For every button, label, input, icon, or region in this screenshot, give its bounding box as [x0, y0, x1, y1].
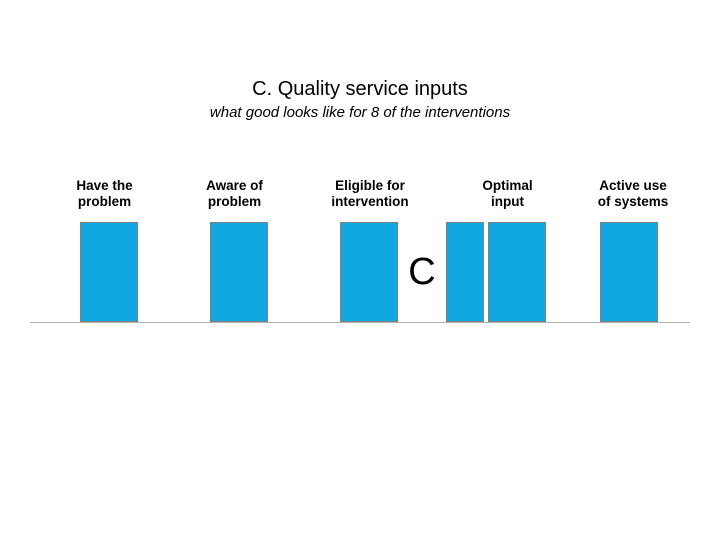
diagram-stage: C. Quality service inputs what good look… — [0, 0, 720, 540]
stage-label: Active use of systems — [578, 178, 688, 209]
bar — [340, 222, 398, 322]
stage-label: Optimal input — [460, 178, 555, 209]
bar — [210, 222, 268, 322]
bars-row: C — [0, 222, 720, 322]
bar — [600, 222, 658, 322]
stage-label: Have the problem — [57, 178, 152, 209]
stage-label: Eligible for intervention — [315, 178, 425, 209]
stage-label: Aware of problem — [187, 178, 282, 209]
diagram-title: C. Quality service inputs — [0, 78, 720, 101]
bar — [446, 222, 484, 322]
bar — [488, 222, 546, 322]
baseline-rule — [30, 322, 690, 323]
diagram-subtitle: what good looks like for 8 of the interv… — [0, 104, 720, 121]
bar — [80, 222, 138, 322]
stage-letter: C — [394, 222, 450, 322]
